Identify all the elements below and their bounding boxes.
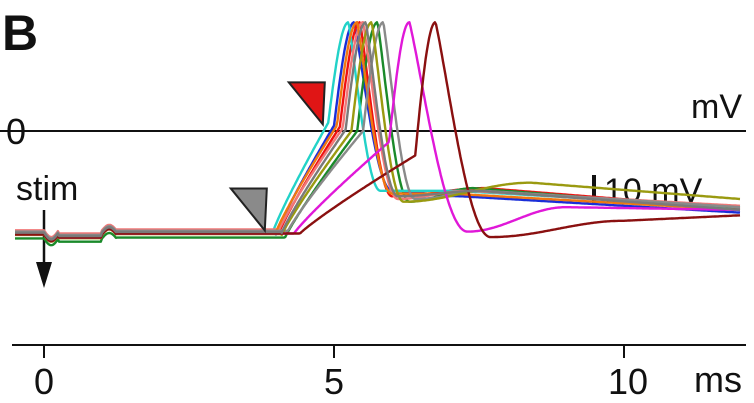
trace-10 bbox=[15, 21, 741, 243]
x-axis-ticks: 0 5 10 bbox=[34, 345, 648, 402]
zero-line-label: 0 bbox=[6, 111, 26, 152]
stim-arrow-head bbox=[36, 262, 52, 288]
panel-label: B bbox=[2, 5, 38, 61]
trace-3 bbox=[15, 21, 741, 247]
x-tick-label: 0 bbox=[34, 361, 54, 402]
y-unit-label: mV bbox=[691, 88, 742, 126]
x-tick-label: 5 bbox=[324, 361, 344, 402]
gray-arrowhead-marker bbox=[228, 187, 268, 234]
stim-label: stim bbox=[16, 170, 78, 208]
x-unit-label: ms bbox=[694, 359, 742, 400]
traces bbox=[15, 21, 741, 247]
annotation-markers bbox=[228, 81, 326, 234]
trace-11 bbox=[15, 21, 741, 241]
x-tick-label: 10 bbox=[608, 361, 648, 402]
red-arrowhead-marker bbox=[286, 81, 326, 128]
